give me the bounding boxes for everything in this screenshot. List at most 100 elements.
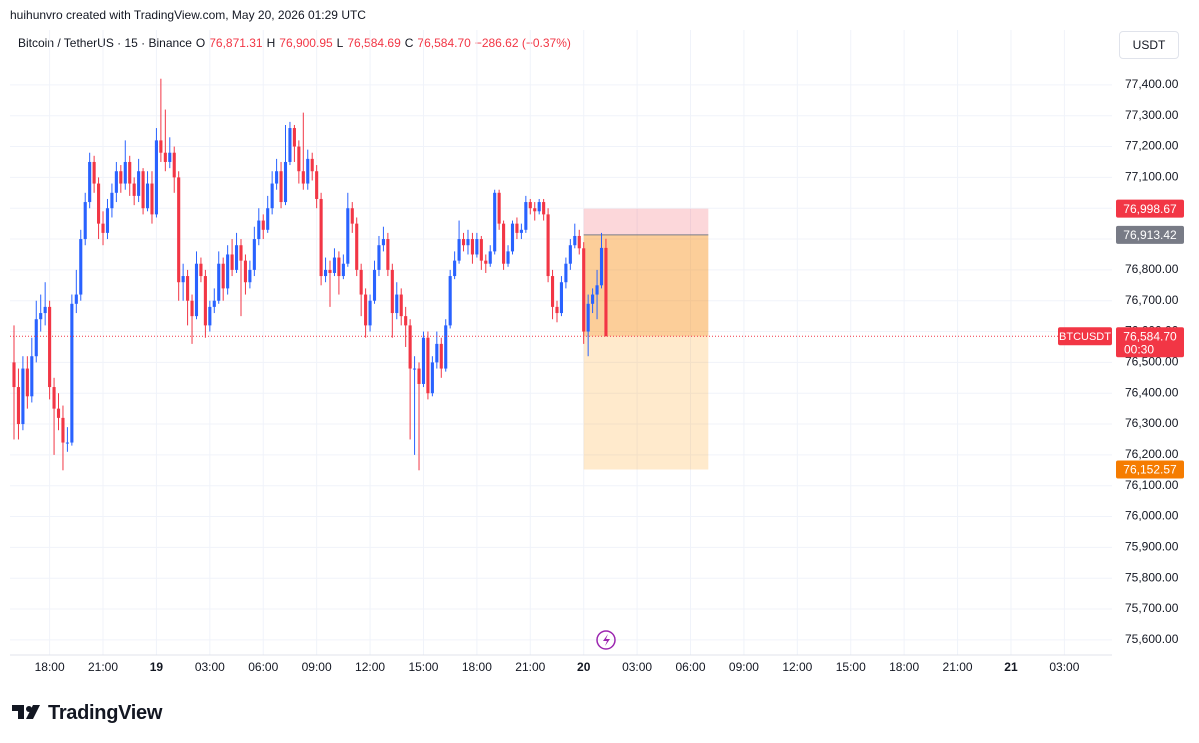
candle-body (79, 239, 83, 295)
candle-body (395, 294, 399, 314)
candle-body (186, 276, 190, 301)
candle-body (163, 152, 167, 162)
candle-body (604, 247, 608, 337)
candle-body (208, 306, 212, 326)
x-tick-label: 03:00 (622, 660, 652, 674)
candle-body (497, 192, 501, 224)
candle-body (404, 316, 408, 326)
candle-body (372, 269, 377, 301)
ohlc-legend: Bitcoin / TetherUS · 15 · Binance O 76,87… (18, 36, 571, 50)
candle-body (145, 183, 150, 209)
candle-body (341, 263, 345, 277)
price-tag (1116, 327, 1184, 358)
candle-body (479, 239, 483, 261)
x-tick-label: 06:00 (676, 660, 706, 674)
candle-body (239, 245, 243, 261)
candle-body (417, 368, 421, 384)
x-tick-label: 19 (150, 660, 164, 674)
x-tick-label: 18:00 (889, 660, 919, 674)
price-tag-label: 76,152.57 (1123, 463, 1177, 477)
legend-label: L (336, 36, 344, 50)
candle-body (301, 171, 305, 184)
logo (12, 705, 40, 719)
candle-body (573, 235, 577, 246)
x-tick-label: 12:00 (355, 660, 385, 674)
candle-body (74, 294, 78, 304)
y-tick-label: 76,500.00 (1125, 355, 1179, 369)
x-tick-label: 15:00 (836, 660, 866, 674)
price-tag-label: 76,998.67 (1123, 202, 1177, 216)
candle-body (470, 239, 474, 255)
candle-body (252, 239, 256, 270)
y-tick-label: 77,100.00 (1125, 170, 1179, 184)
candle-body (586, 303, 590, 332)
candle-body (381, 239, 385, 246)
candle-body (390, 269, 394, 314)
candle-body (101, 223, 105, 233)
candle-body (533, 208, 537, 212)
candle-body (172, 152, 176, 178)
currency-button[interactable]: USDT (1119, 31, 1179, 59)
x-tick-label: 21:00 (515, 660, 545, 674)
legend-change: −286.62 (−0.37%) (474, 36, 571, 50)
candle-body (413, 368, 417, 370)
candle-body (315, 171, 319, 199)
candle-body (88, 161, 92, 203)
candle-body (386, 239, 390, 270)
x-tick-label: 18:00 (35, 660, 65, 674)
candle-body (332, 257, 337, 273)
logo-shape (12, 705, 24, 719)
candle-body (52, 387, 56, 409)
candle-body (261, 220, 265, 230)
candle-body (448, 276, 452, 326)
event-icon[interactable] (596, 630, 616, 650)
candle-body (426, 337, 430, 394)
candle-body (453, 260, 457, 277)
x-tick-label: 21:00 (943, 660, 973, 674)
candle-body (83, 202, 87, 240)
candle-body (457, 239, 461, 261)
price-tag (1116, 460, 1184, 479)
candle-body (568, 245, 572, 264)
candle-body (435, 343, 439, 363)
candle-body (275, 171, 279, 184)
x-tick-label: 18:00 (462, 660, 492, 674)
legend-value: 76,584.69 (347, 36, 401, 50)
candle-body (350, 208, 354, 224)
header: huihunvro created with TradingView.com, … (10, 8, 366, 22)
candle-body (537, 202, 541, 212)
symbol-tag-label: BTCUSDT (1059, 331, 1111, 343)
countdown: 00:30 (1124, 342, 1154, 356)
candle-body (119, 171, 123, 184)
candle-body (310, 158, 314, 172)
candle-body (114, 171, 118, 193)
candle-body (484, 260, 488, 264)
candle-body (132, 183, 136, 196)
candle-body (577, 235, 581, 249)
symbol: Bitcoin / TetherUS · 15 · Binance (18, 36, 192, 50)
candle-body (48, 306, 52, 388)
candle-body (150, 183, 154, 215)
candle-body (550, 276, 555, 307)
candle-body (266, 208, 270, 230)
candle-body (377, 245, 381, 270)
x-tick-label: 09:00 (729, 660, 759, 674)
y-tick-label: 77,200.00 (1125, 139, 1179, 153)
candle-body (421, 337, 426, 384)
candle-body (519, 229, 523, 233)
candle-body (105, 208, 110, 233)
y-tick-label: 76,300.00 (1125, 416, 1179, 430)
candle-body (110, 192, 114, 209)
y-tick-label: 75,800.00 (1125, 570, 1179, 584)
y-tick-label: 75,600.00 (1125, 632, 1179, 646)
legend-label: H (266, 36, 276, 50)
legend-label: O (195, 36, 206, 50)
y-tick-label: 75,700.00 (1125, 601, 1179, 615)
price-tag (1116, 199, 1184, 218)
candle-body (359, 269, 363, 295)
y-tick-label: 76,200.00 (1125, 447, 1179, 461)
candle-body (364, 294, 368, 326)
candle-body (177, 177, 181, 283)
